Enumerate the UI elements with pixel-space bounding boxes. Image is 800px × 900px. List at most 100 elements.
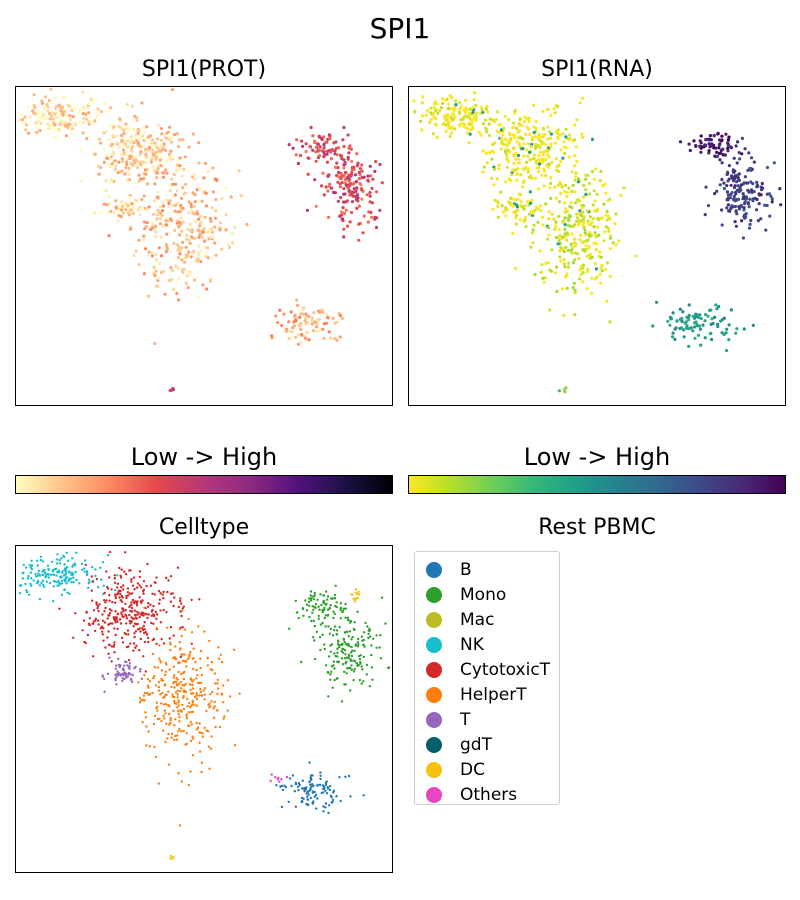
scatter-point xyxy=(323,153,327,157)
scatter-point xyxy=(593,231,597,235)
scatter-point xyxy=(733,204,737,209)
scatter-point xyxy=(137,179,141,183)
scatter-point xyxy=(127,659,131,662)
scatter-point xyxy=(592,177,596,181)
scatter-point xyxy=(517,192,521,196)
scatter-point xyxy=(556,242,560,246)
scatter-point xyxy=(339,196,343,200)
scatter-point xyxy=(328,788,332,792)
scatter-point xyxy=(102,131,106,135)
scatter-point xyxy=(300,139,304,143)
scatter-point xyxy=(152,622,155,625)
scatter-point xyxy=(169,854,172,858)
scatter-point xyxy=(322,791,325,794)
scatter-point xyxy=(64,124,68,128)
scatter-point xyxy=(350,664,353,667)
scatter-point xyxy=(129,642,132,645)
scatter-point xyxy=(102,639,105,642)
scatter-point xyxy=(527,119,531,123)
scatter-point xyxy=(182,677,186,681)
scatter-point xyxy=(544,157,548,162)
scatter-point xyxy=(328,785,332,788)
scatter-point xyxy=(353,659,356,662)
scatter-point xyxy=(709,308,713,312)
scatter-point xyxy=(126,664,129,667)
scatter-point xyxy=(167,201,171,205)
scatter-point xyxy=(559,182,563,186)
scatter-point xyxy=(109,178,114,182)
scatter-point xyxy=(138,701,142,704)
scatter-point xyxy=(590,220,594,224)
scatter-point xyxy=(54,111,58,115)
celltype-scatter-svg xyxy=(18,550,391,860)
scatter-point xyxy=(203,215,207,219)
scatter-point xyxy=(197,141,201,145)
scatter-point xyxy=(52,573,55,576)
scatter-point xyxy=(104,646,107,649)
scatter-point xyxy=(115,664,118,667)
scatter-point xyxy=(341,609,345,613)
scatter-point xyxy=(198,214,202,218)
scatter-point xyxy=(446,114,450,118)
scatter-point xyxy=(197,235,201,240)
scatter-point xyxy=(312,311,316,315)
scatter-point xyxy=(74,612,77,615)
scatter-point xyxy=(349,181,353,185)
scatter-point xyxy=(74,564,77,567)
legend-label: Mac xyxy=(460,610,495,630)
scatter-point xyxy=(190,692,193,695)
scatter-point xyxy=(90,575,94,578)
scatter-point xyxy=(56,571,59,574)
scatter-point xyxy=(204,191,208,195)
scatter-point xyxy=(160,679,163,682)
scatter-point xyxy=(114,589,117,592)
scatter-point xyxy=(127,672,130,676)
scatter-point xyxy=(172,665,176,668)
scatter-point xyxy=(181,609,184,613)
scatter-point xyxy=(178,209,182,214)
scatter-point xyxy=(322,599,325,602)
scatter-point xyxy=(191,211,195,215)
scatter-point xyxy=(92,609,96,612)
scatter-point xyxy=(366,174,370,178)
scatter-point xyxy=(35,115,39,119)
scatter-point xyxy=(323,606,326,610)
scatter-point xyxy=(320,184,324,188)
scatter-point xyxy=(166,590,169,594)
scatter-point xyxy=(764,228,768,232)
scatter-point xyxy=(153,182,157,186)
scatter-point xyxy=(216,678,219,682)
scatter-point xyxy=(179,597,182,600)
scatter-point xyxy=(560,185,564,189)
scatter-point xyxy=(186,227,190,231)
scatter-point xyxy=(572,237,576,241)
scatter-point xyxy=(200,673,203,677)
scatter-point xyxy=(143,640,146,644)
scatter-point xyxy=(331,686,334,689)
scatter-point xyxy=(116,612,120,616)
scatter-point xyxy=(454,103,458,107)
scatter-point xyxy=(179,248,183,252)
scatter-point xyxy=(460,121,464,125)
scatter-point xyxy=(751,199,755,203)
scatter-point xyxy=(184,182,188,186)
scatter-point xyxy=(194,660,197,664)
scatter-point xyxy=(120,613,123,616)
scatter-point xyxy=(110,152,114,156)
scatter-point xyxy=(296,333,300,337)
scatter-point xyxy=(91,566,94,569)
scatter-point xyxy=(727,177,731,181)
scatter-point xyxy=(168,125,172,129)
scatter-point xyxy=(350,200,355,204)
scatter-point xyxy=(568,224,572,228)
scatter-point xyxy=(350,593,353,596)
scatter-point xyxy=(484,127,488,131)
scatter-point xyxy=(577,256,581,260)
scatter-point xyxy=(333,191,337,195)
scatter-point xyxy=(104,179,108,183)
scatter-point xyxy=(107,630,110,633)
scatter-point xyxy=(491,207,495,211)
scatter-point xyxy=(294,805,298,808)
scatter-point xyxy=(693,321,697,325)
scatter-point xyxy=(434,123,438,127)
